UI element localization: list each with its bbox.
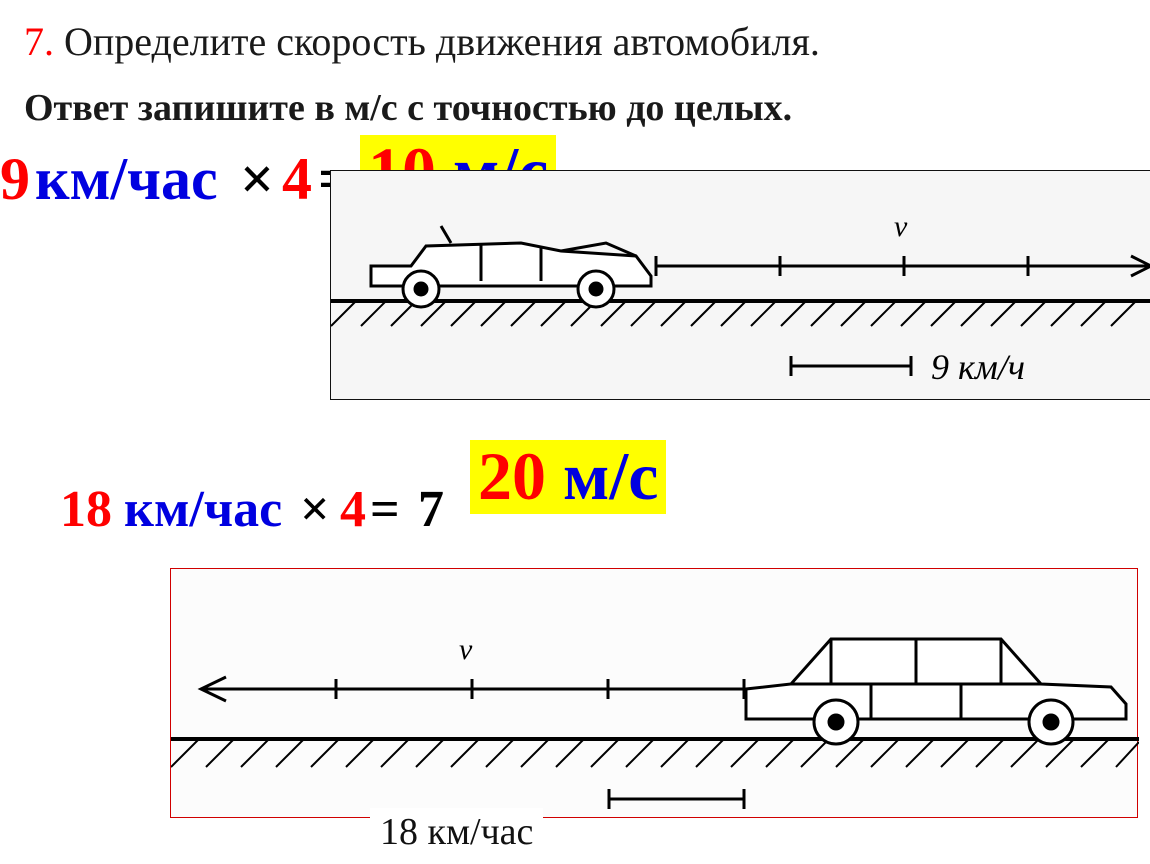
calc2-factor-unit: км/час [124,480,282,539]
calc2-answer-unit: м/с [563,438,658,514]
figure-1-svg: v⃗ 9 км/ч [331,171,1150,401]
question-subtext: Ответ запишите в м/с с точностью до целы… [24,86,792,130]
velocity-vector-1 [656,256,1150,276]
calc1-times: × [240,145,274,214]
calc2-times: × [300,480,330,539]
scale-bracket-1 [791,356,911,376]
vector-label-1: v⃗ [894,210,931,243]
car-1-icon [371,226,651,307]
car-2-icon [746,639,1126,744]
calc1-multiplier: 4 [282,145,312,214]
scale-bracket-2 [609,789,744,809]
calc1-factor-unit: км/час [35,145,218,214]
calc2-factor-number: 18 [60,480,112,539]
slide: 7. Определите скорость движения автомоби… [0,0,1150,864]
vector-label-2: v⃗ [459,633,496,666]
calc2-multiplier: 4 [340,480,366,539]
velocity-vector-2 [201,677,744,701]
calc2-trailing: 7 [418,480,444,539]
calc2-answer: 20 м/с [470,440,666,514]
calc2-equals: = [370,480,400,539]
figure-1: v⃗ 9 км/ч [330,170,1150,400]
scale-label-1: 9 км/ч [931,347,1025,387]
question-text: Определите скорость движения автомобиля. [64,19,820,64]
figure-2-svg: v⃗ [171,569,1139,819]
figure-2: v⃗ [170,568,1138,818]
calc1-factor-number: 9 [0,145,30,214]
question-line: 7. Определите скорость движения автомоби… [24,18,820,65]
question-number: 7. [24,19,54,64]
calc2-answer-number: 20 [478,438,546,514]
scale-label-2: 18 км/час [370,808,543,856]
